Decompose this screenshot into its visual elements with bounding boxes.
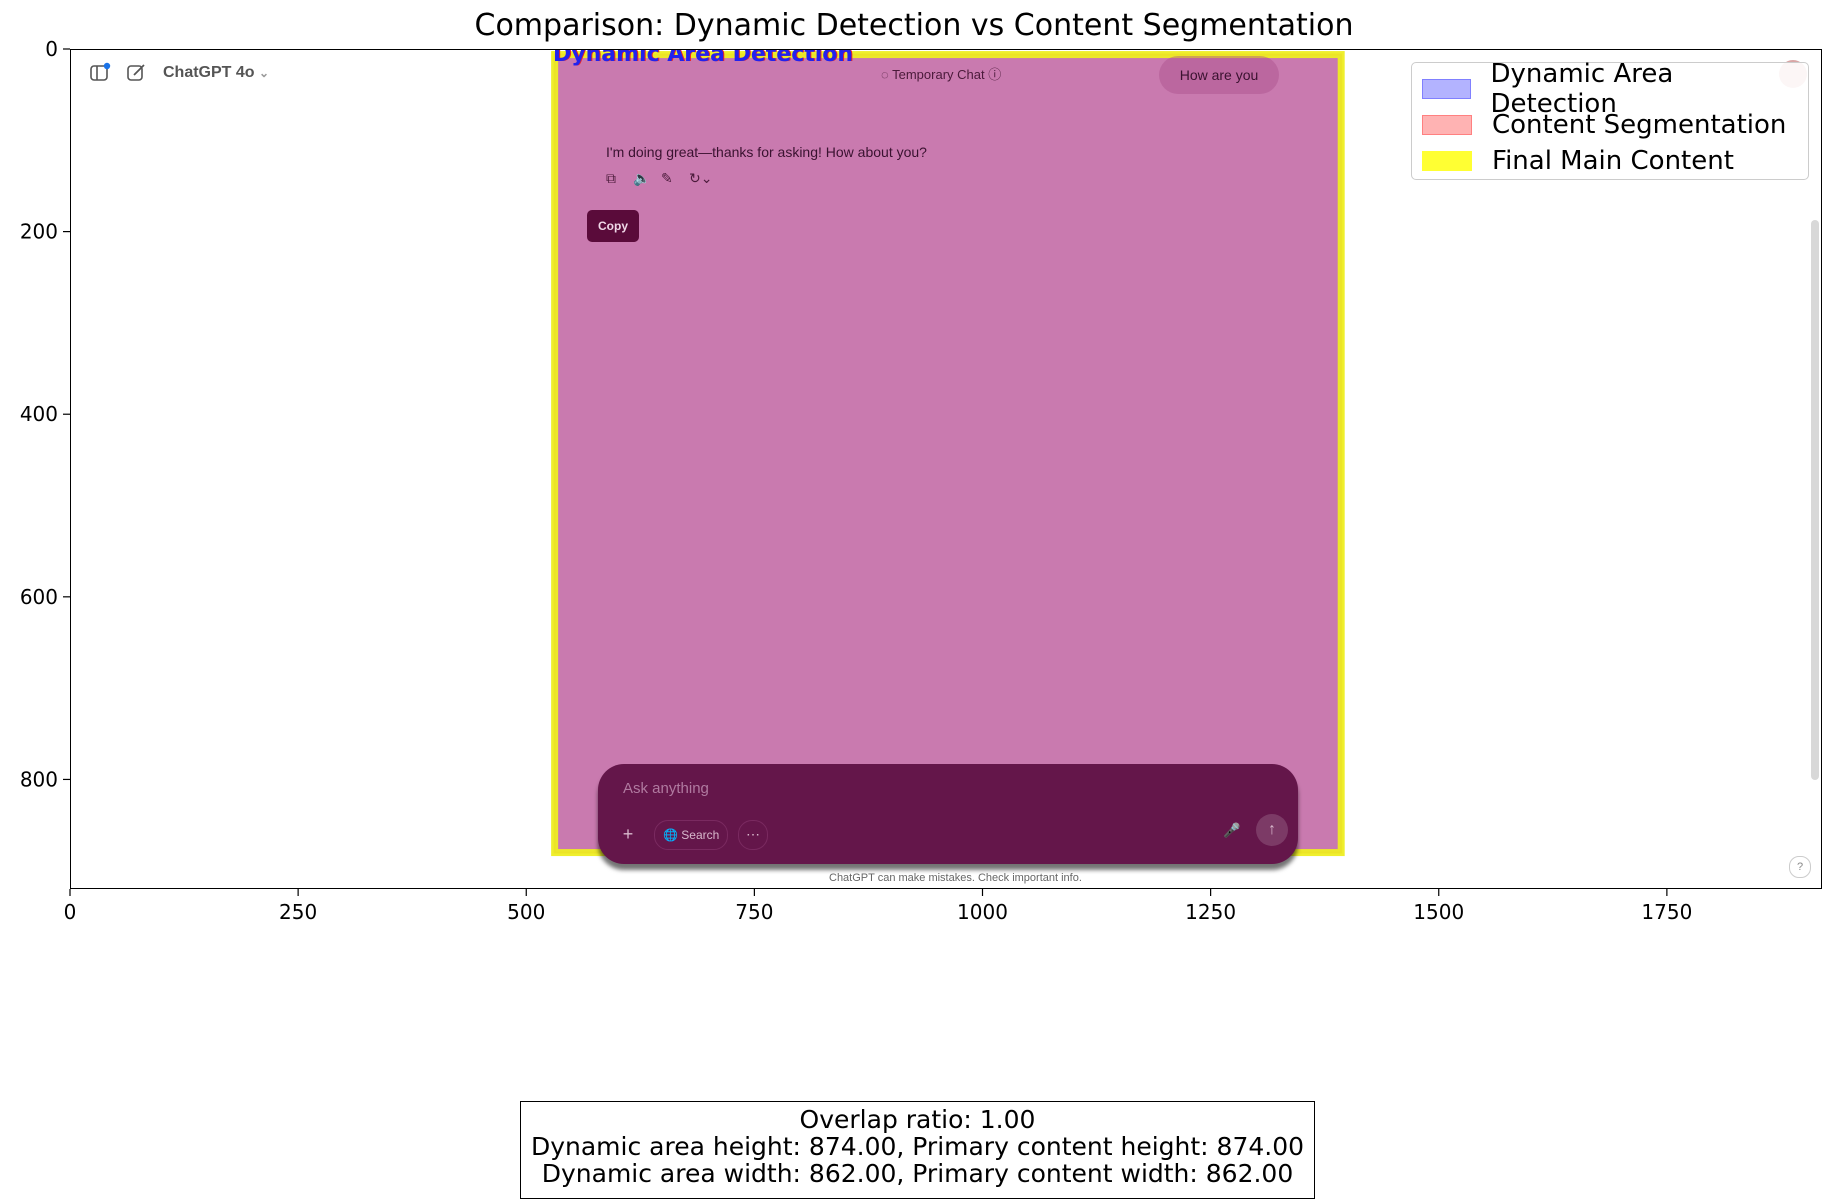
x-tick-label: 500 xyxy=(507,900,545,924)
legend-swatch-segmentation xyxy=(1422,115,1472,135)
disclaimer: ChatGPT can make mistakes. Check importa… xyxy=(829,872,1082,884)
plus-icon[interactable]: + xyxy=(622,824,634,844)
message-input-box[interactable]: Ask anything + 🌐 Search ⋯ 🎤 ↑ xyxy=(598,764,1298,864)
x-tick-label: 750 xyxy=(735,900,773,924)
microphone-icon[interactable]: 🎤 xyxy=(1223,822,1241,838)
copy-icon[interactable]: ⧉ xyxy=(606,170,616,186)
search-label: Search xyxy=(681,828,720,842)
chart-title: Comparison: Dynamic Detection vs Content… xyxy=(474,8,1354,43)
send-arrow-icon[interactable]: ↑ xyxy=(1256,814,1288,846)
user-message-bubble: How are you xyxy=(1159,56,1279,94)
regenerate-icon[interactable]: ↻⌄ xyxy=(689,170,713,186)
y-tick-label: 400 xyxy=(20,402,58,426)
overlay-layer xyxy=(551,51,1345,857)
more-icon[interactable]: ⋯ xyxy=(738,820,768,850)
help-button[interactable]: ? xyxy=(1789,856,1811,878)
x-tick-label: 1000 xyxy=(957,900,1008,924)
y-tick-label: 800 xyxy=(20,767,58,791)
legend-swatch-dynamic xyxy=(1422,79,1471,99)
plot-area: ChatGPT 4o ⌄ Dynamic Area Detection ◌ Te… xyxy=(70,49,1822,889)
chevron-down-icon: ⌄ xyxy=(259,66,270,80)
legend-item-final: Final Main Content xyxy=(1422,143,1798,179)
legend-label-dynamic: Dynamic Area Detection xyxy=(1490,59,1674,119)
x-tick-label: 0 xyxy=(64,900,77,924)
model-selector[interactable]: ChatGPT 4o ⌄ xyxy=(163,64,269,82)
stat-height: Dynamic area height: 874.00, Primary con… xyxy=(530,1132,1305,1161)
legend-item-segmentation: Content Segmentation xyxy=(1422,107,1798,143)
x-tick-label: 1250 xyxy=(1185,900,1236,924)
sidebar-toggle-icon[interactable] xyxy=(89,62,111,84)
legend-label-segmentation: Content Segmentation xyxy=(1492,110,1787,140)
temporary-chat-label[interactable]: ◌ Temporary Chat ⓘ xyxy=(881,64,1001,83)
assistant-message: I'm doing great—thanks for asking! How a… xyxy=(606,144,927,160)
screenshot-content: ChatGPT 4o ⌄ Dynamic Area Detection ◌ Te… xyxy=(71,49,1821,888)
x-tick-label: 1750 xyxy=(1641,900,1692,924)
copy-tooltip: Copy xyxy=(587,210,639,242)
info-icon: ⓘ xyxy=(988,67,1002,82)
model-label: ChatGPT 4o xyxy=(163,64,255,81)
stat-overlap: Overlap ratio: 1.00 xyxy=(799,1105,1036,1134)
temporary-chat-text: Temporary Chat xyxy=(892,67,985,82)
globe-icon: 🌐 xyxy=(663,828,678,842)
stats-box: Overlap ratio: 1.00 Dynamic area height:… xyxy=(520,1101,1315,1199)
new-chat-icon[interactable] xyxy=(125,62,147,84)
temporary-chat-icon: ◌ xyxy=(881,67,889,82)
region-caption: Dynamic Area Detection xyxy=(553,49,854,67)
legend-swatch-final xyxy=(1422,151,1472,171)
y-tick-label: 200 xyxy=(20,220,58,244)
legend-label-final: Final Main Content xyxy=(1492,146,1734,176)
region-overlay-fill xyxy=(554,54,1342,853)
legend-item-dynamic: Dynamic Area Detection xyxy=(1422,59,1798,119)
edit-icon[interactable]: ✎ xyxy=(661,170,673,186)
message-input[interactable]: Ask anything xyxy=(623,780,709,797)
x-tick-label: 250 xyxy=(279,900,317,924)
read-aloud-icon[interactable]: 🔈 xyxy=(633,170,651,186)
x-tick-label: 1500 xyxy=(1413,900,1464,924)
y-tick-label: 600 xyxy=(20,585,58,609)
stat-width: Dynamic area width: 862.00, Primary cont… xyxy=(541,1159,1294,1188)
search-button[interactable]: 🌐 Search xyxy=(654,820,729,850)
legend: Dynamic Area Detection Content Segmentat… xyxy=(1411,59,1809,180)
scrollbar[interactable] xyxy=(1811,220,1819,780)
